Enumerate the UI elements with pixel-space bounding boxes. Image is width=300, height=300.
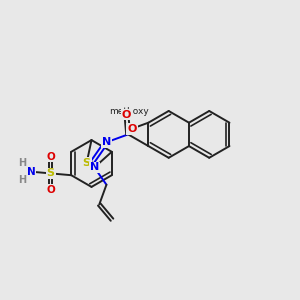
Text: N: N (101, 137, 111, 147)
Text: O: O (46, 152, 55, 162)
Text: O: O (127, 124, 136, 134)
Text: H: H (18, 175, 27, 185)
Text: methoxy: methoxy (109, 107, 149, 116)
Text: N: N (26, 167, 35, 177)
Text: O: O (46, 185, 55, 195)
Text: N: N (90, 163, 99, 172)
Text: O: O (122, 110, 131, 120)
Text: S: S (82, 158, 91, 168)
Text: S: S (47, 168, 55, 178)
Text: H: H (18, 158, 27, 168)
